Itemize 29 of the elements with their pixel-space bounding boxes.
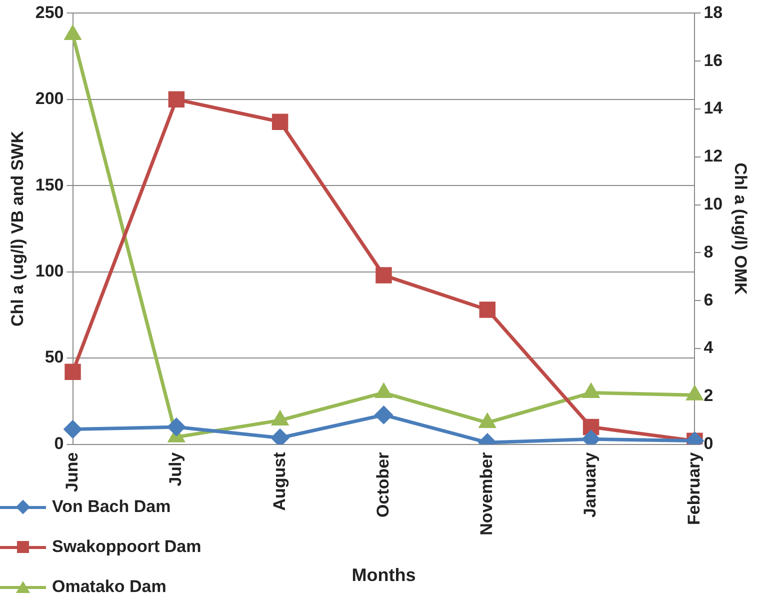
x-tick-label: November [477, 452, 496, 536]
y2-tick-label: 10 [704, 194, 723, 214]
y-tick-label: 50 [44, 348, 64, 367]
x-tick-label: October [373, 452, 392, 518]
y-tick-label: 0 [54, 434, 64, 453]
y-tick-label: 100 [35, 262, 64, 281]
y2-tick-label: 16 [704, 50, 723, 70]
y2-tick-label: 14 [704, 98, 724, 118]
legend-label: Omatako Dam [52, 577, 166, 597]
x-tick-label: June [62, 452, 82, 492]
y2-axis-title: Chl a (ug/l) OMK [731, 162, 750, 296]
y-tick-label: 250 [35, 2, 64, 22]
y-tick-label: 150 [35, 175, 64, 194]
y2-tick-label: 4 [704, 338, 714, 358]
x-tick-label: August [270, 452, 289, 511]
y-axis-title: Chl a (ug/l) VB and SWK [8, 130, 27, 326]
y2-tick-label: 8 [704, 242, 714, 262]
x-axis-title: Months [352, 565, 416, 586]
x-tick-label: January [580, 452, 600, 518]
y2-tick-label: 2 [704, 386, 714, 406]
legend-label: Von Bach Dam [52, 497, 171, 517]
x-tick-label: February [684, 452, 704, 526]
y2-tick-label: 0 [704, 434, 714, 453]
legend-label: Swakoppoort Dam [52, 537, 202, 557]
y2-tick-label: 6 [704, 290, 714, 310]
y2-tick-label: 12 [704, 146, 723, 166]
y2-tick-label: 18 [704, 2, 723, 22]
x-tick-label: July [166, 452, 186, 486]
y-tick-label: 200 [35, 89, 64, 108]
